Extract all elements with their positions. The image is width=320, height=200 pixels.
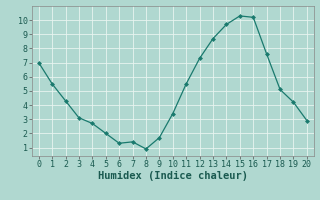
X-axis label: Humidex (Indice chaleur): Humidex (Indice chaleur) xyxy=(98,171,248,181)
